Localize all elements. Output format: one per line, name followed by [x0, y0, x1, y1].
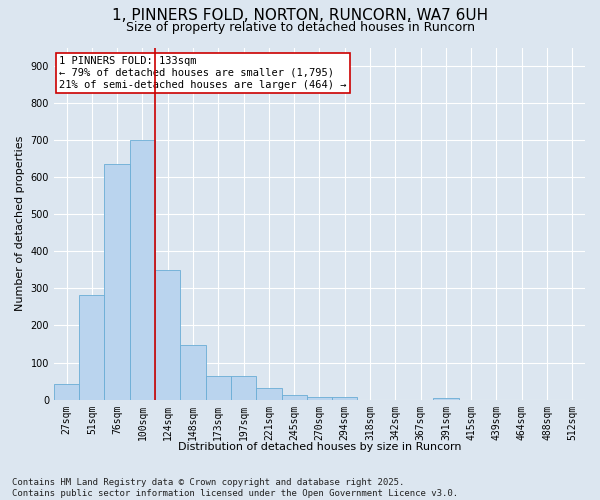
Text: 1 PINNERS FOLD: 133sqm
← 79% of detached houses are smaller (1,795)
21% of semi-: 1 PINNERS FOLD: 133sqm ← 79% of detached… — [59, 56, 347, 90]
Bar — [433, 398, 458, 400]
Bar — [281, 395, 307, 400]
Text: 1, PINNERS FOLD, NORTON, RUNCORN, WA7 6UH: 1, PINNERS FOLD, NORTON, RUNCORN, WA7 6U… — [112, 8, 488, 24]
X-axis label: Distribution of detached houses by size in Runcorn: Distribution of detached houses by size … — [178, 442, 461, 452]
Bar — [54, 384, 79, 400]
Bar — [130, 140, 155, 400]
Bar — [104, 164, 130, 400]
Text: Size of property relative to detached houses in Runcorn: Size of property relative to detached ho… — [125, 22, 475, 35]
Bar — [307, 396, 332, 400]
Bar — [206, 376, 231, 400]
Bar — [181, 345, 206, 400]
Bar — [231, 376, 256, 400]
Bar — [155, 270, 181, 400]
Y-axis label: Number of detached properties: Number of detached properties — [15, 136, 25, 311]
Bar — [79, 295, 104, 400]
Bar — [256, 388, 281, 400]
Text: Contains HM Land Registry data © Crown copyright and database right 2025.
Contai: Contains HM Land Registry data © Crown c… — [12, 478, 458, 498]
Bar — [332, 396, 358, 400]
